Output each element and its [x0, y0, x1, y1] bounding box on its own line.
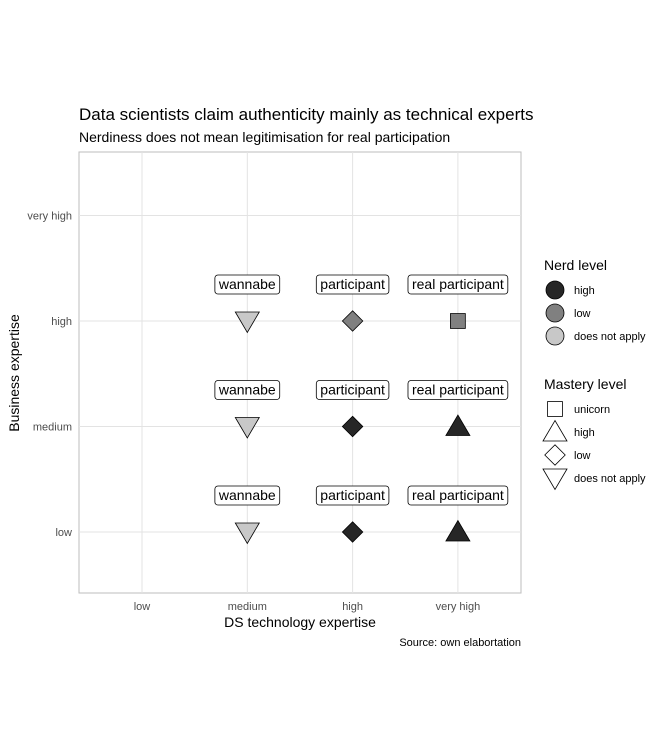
data-point — [445, 519, 471, 542]
data-point — [341, 310, 364, 332]
legend-label-mastery: does not apply — [574, 473, 646, 485]
x-axis-ticks: low medium high very high — [134, 601, 480, 613]
point-label-box — [407, 380, 509, 400]
point-label: wannabe — [214, 380, 281, 400]
chart-subtitle: Nerdiness does not mean legitimisation f… — [79, 129, 450, 145]
y-tick-label: very high — [27, 211, 72, 223]
data-point — [450, 313, 466, 329]
x-tick-label: very high — [436, 601, 481, 613]
legend-label-nerd: low — [574, 308, 591, 320]
point-labels: wannabe participant real participant wannab… — [214, 274, 509, 506]
point-label: wannabe — [214, 485, 281, 506]
legend-label-mastery: low — [574, 450, 591, 462]
plot-panel — [78, 151, 522, 594]
y-tick-label: high — [51, 316, 72, 328]
legend-label-nerd: does not apply — [574, 331, 646, 343]
grid-lines — [79, 152, 521, 593]
point-label-box — [407, 485, 509, 506]
point-label-text: wannabe — [218, 487, 276, 503]
point-label-box — [214, 380, 281, 400]
legend-key-mastery — [544, 444, 566, 466]
data-point — [445, 414, 471, 436]
legend-key-mastery — [542, 468, 568, 491]
legend: Nerd level high low does not apply Mastery l… — [542, 257, 646, 491]
point-label-text: real participant — [412, 382, 504, 398]
legend-title-mastery: Mastery level — [544, 376, 626, 392]
y-axis-ticks: low medium high very high — [27, 211, 72, 540]
point-label-box — [315, 274, 390, 295]
data-point — [234, 311, 260, 334]
x-tick-label: high — [342, 601, 363, 613]
legend-key-mastery — [547, 401, 563, 417]
point-label-box — [214, 485, 281, 506]
data-points — [234, 310, 471, 545]
point-label-text: wannabe — [218, 276, 276, 292]
data-point — [341, 521, 364, 543]
point-label-text: wannabe — [218, 382, 276, 398]
point-label-text: real participant — [412, 487, 504, 503]
point-label-box — [315, 380, 390, 400]
data-point — [234, 522, 260, 545]
point-label: participant — [315, 380, 390, 400]
point-label: real participant — [407, 274, 509, 295]
point-label-text: participant — [320, 487, 385, 503]
legend-key-mastery — [542, 419, 568, 442]
legend-label-mastery: unicorn — [574, 404, 610, 416]
x-axis-title: DS technology expertise — [224, 614, 376, 630]
chart-caption: Source: own elabortation — [399, 637, 521, 649]
point-label: real participant — [407, 485, 509, 506]
legend-label-nerd: high — [574, 285, 595, 297]
legend-label-mastery: high — [574, 427, 595, 439]
point-label-text: participant — [320, 276, 385, 292]
y-axis-title: Business expertise — [6, 314, 22, 432]
x-tick-label: low — [134, 601, 151, 613]
legend-key-nerd — [545, 326, 565, 346]
point-label-text: real participant — [412, 276, 504, 292]
chart-title: Data scientists claim authenticity mainl… — [79, 105, 533, 124]
point-label: wannabe — [214, 274, 281, 295]
point-label: real participant — [407, 380, 509, 400]
y-tick-label: low — [55, 527, 72, 539]
x-tick-label: medium — [228, 601, 267, 613]
y-tick-label: medium — [33, 422, 72, 434]
legend-key-nerd — [545, 280, 565, 300]
point-label-box — [407, 274, 509, 295]
data-point — [341, 415, 364, 438]
point-label-text: participant — [320, 382, 385, 398]
point-label: participant — [315, 274, 390, 295]
point-label-box — [214, 274, 281, 295]
point-label: participant — [315, 485, 390, 506]
legend-key-nerd — [545, 303, 565, 323]
data-point — [234, 417, 260, 439]
point-label-box — [315, 485, 390, 506]
legend-title-nerd: Nerd level — [544, 257, 607, 273]
